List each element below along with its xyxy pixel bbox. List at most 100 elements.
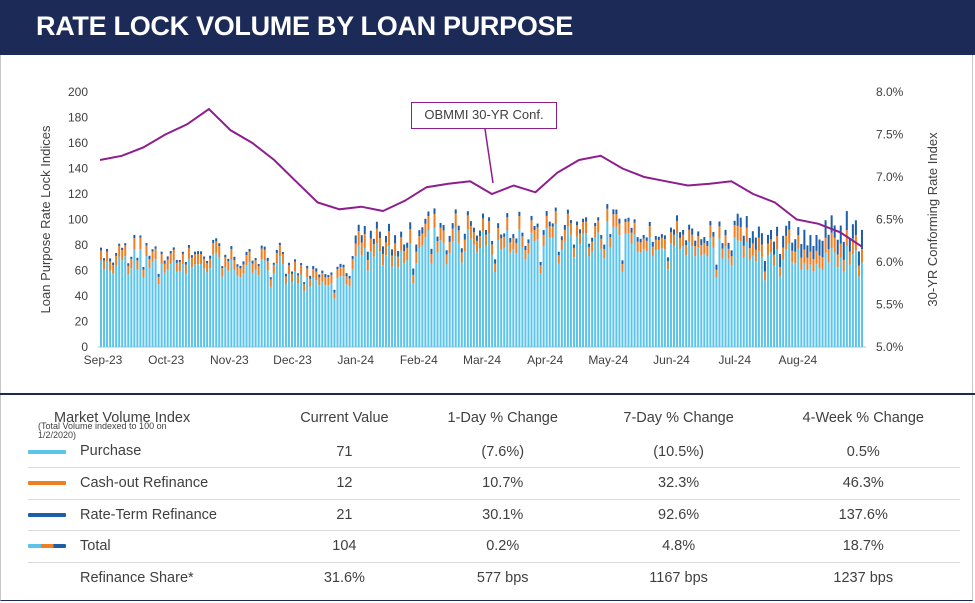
cashout-bar: [563, 229, 566, 241]
header-7-day-change: 7-Day % Change: [623, 410, 734, 426]
cashout-bar: [718, 226, 721, 239]
rateterm-bar: [130, 256, 133, 259]
cashout-bar: [287, 265, 290, 275]
purchase-bar: [572, 257, 575, 347]
cashout-bar: [645, 240, 648, 251]
right-tick-label: 5.5%: [876, 298, 904, 312]
purchase-bar: [193, 264, 196, 347]
cashout-bar: [800, 257, 803, 270]
cashout-bar: [136, 260, 139, 270]
purchase-bar: [709, 237, 712, 347]
purchase-bar: [254, 269, 257, 347]
cashout-bar: [545, 215, 548, 229]
cashout-bar: [375, 228, 378, 244]
cashout-bar: [700, 245, 703, 256]
purchase-bar: [112, 273, 115, 347]
cashout-bar: [466, 215, 469, 230]
purchase-bar: [433, 228, 436, 347]
rateterm-bar: [500, 234, 503, 239]
cashout-bar: [797, 235, 800, 249]
purchase-bar: [773, 265, 776, 347]
x-tick-label: Jun-24: [653, 353, 690, 367]
cashout-bar: [272, 264, 275, 274]
rateterm-bar: [703, 237, 706, 244]
purchase-bar: [497, 239, 500, 347]
cashout-bar: [321, 273, 324, 282]
four-week-change-cell: 1237 bps: [833, 570, 894, 586]
rateterm-bar: [242, 261, 245, 265]
right-axis-label: 30-YR Conforming Rate Index: [925, 132, 940, 307]
purchase-bar: [712, 247, 715, 347]
purchase-bar: [109, 270, 112, 347]
rateterm-bar: [427, 211, 430, 217]
rateterm-bar: [224, 254, 227, 258]
purchase-bar: [485, 245, 488, 347]
rateterm-bar: [803, 229, 806, 250]
rateterm-bar: [348, 275, 351, 279]
purchase-bar: [482, 231, 484, 347]
rateterm-bar: [430, 248, 433, 254]
purchase-bar: [345, 284, 348, 347]
cashout-bar: [309, 278, 312, 287]
rateterm-bar: [439, 222, 442, 228]
x-tick-label: Apr-24: [527, 353, 563, 367]
rateterm-bar: [572, 244, 575, 248]
cashout-bar: [612, 214, 615, 227]
rateterm-bar: [736, 213, 739, 226]
cashout-bar: [151, 251, 154, 262]
rateterm-bar: [360, 235, 363, 243]
purchase-bar: [357, 245, 360, 347]
cashout-bar: [106, 251, 109, 262]
cashout-bar: [318, 277, 321, 286]
purchase-bar: [342, 276, 345, 347]
rateterm-bar: [112, 262, 115, 266]
rateterm-bar: [409, 222, 412, 229]
purchase-bar: [657, 250, 660, 347]
purchase-bar: [160, 263, 163, 347]
rateterm-bar: [785, 225, 788, 236]
rateterm-bar: [433, 208, 436, 214]
cashout-bar: [354, 243, 357, 257]
rateterm-bar: [491, 240, 494, 245]
cashout-bar: [691, 234, 694, 247]
purchase-bar: [306, 277, 309, 347]
purchase-bar: [724, 246, 727, 347]
cashout-bar: [381, 253, 384, 266]
purchase-bar: [715, 277, 718, 347]
table-row: Refinance Share* 31.6% 577 bps 1167 bps …: [28, 562, 960, 594]
cashout-bar: [351, 258, 354, 269]
cashout-bar: [233, 260, 236, 270]
cashout-bar: [266, 260, 269, 271]
cashout-bar: [518, 215, 521, 229]
rateterm-bar: [397, 251, 400, 257]
cashout-bar: [779, 266, 782, 277]
rateterm-bar: [415, 244, 418, 252]
cashout-bar: [451, 228, 454, 242]
rateterm-bar: [494, 259, 497, 264]
cashout-bar: [512, 238, 515, 249]
rateterm-bar: [142, 266, 145, 270]
cashout-bar: [806, 257, 809, 270]
purchase-bar: [430, 263, 433, 347]
rateterm-bar: [800, 244, 803, 258]
purchase-bar: [660, 248, 663, 347]
rateterm-bar: [718, 221, 721, 227]
cashout-bar: [524, 250, 527, 260]
left-tick-label: 180: [68, 111, 88, 125]
cashout-bar: [654, 239, 657, 250]
rateterm-bar: [612, 209, 615, 215]
rateterm-bar: [579, 229, 582, 234]
purchase-bar: [533, 241, 536, 347]
x-tick-label: Aug-24: [778, 353, 817, 367]
purchase-bar: [745, 241, 748, 347]
purchase-bar: [448, 253, 451, 347]
purchase-bar: [739, 241, 742, 347]
purchase-bar: [624, 233, 627, 347]
rateterm-bar: [163, 260, 166, 264]
purchase-bar: [606, 221, 609, 347]
purchase-bar: [100, 260, 102, 347]
rateterm-bar: [297, 273, 300, 276]
purchase-bar: [536, 239, 539, 347]
cashout-bar: [782, 247, 785, 260]
purchase-bar: [815, 263, 818, 347]
